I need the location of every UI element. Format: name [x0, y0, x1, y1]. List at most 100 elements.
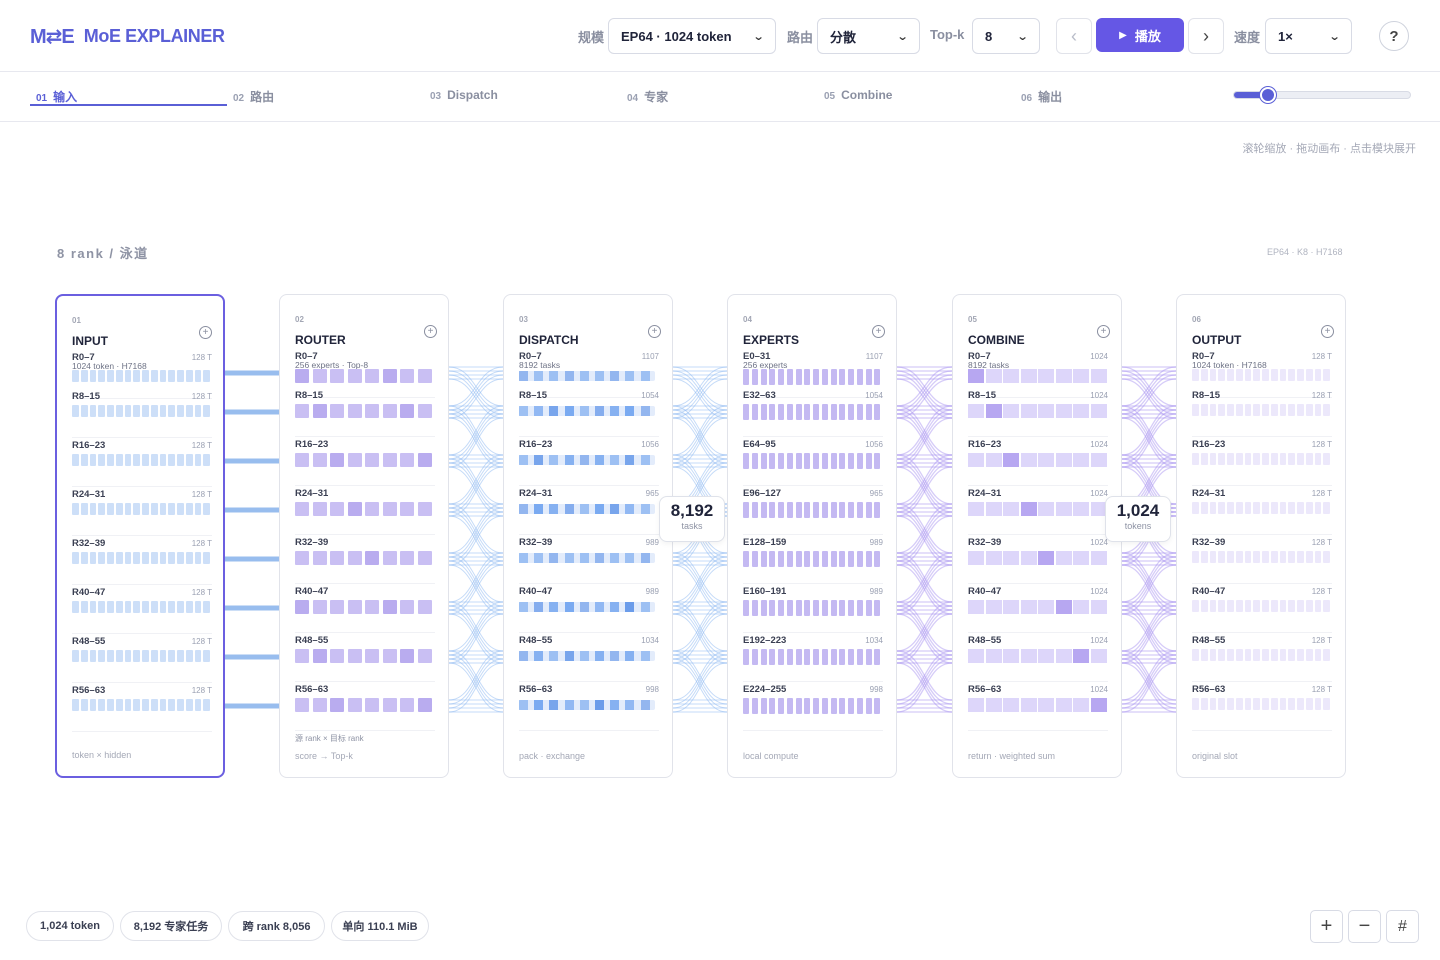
expert-slot [874, 453, 881, 469]
hidden-slice [1288, 369, 1296, 381]
help-button[interactable]: ? [1379, 21, 1409, 51]
tab-output[interactable]: 06 输出 [1021, 88, 1062, 105]
rank-row[interactable]: R16–23 128 T [1192, 437, 1332, 486]
rank-row[interactable]: R48–55 128 T [1192, 633, 1332, 682]
rank-row[interactable]: R56–63 1024 [968, 682, 1108, 731]
tab-combine[interactable]: 05 Combine [824, 88, 892, 102]
flow-line [896, 458, 953, 509]
rank-row[interactable]: R32–39 989 [519, 535, 659, 584]
timeline-slider[interactable] [1233, 87, 1411, 103]
rank-row[interactable]: R48–55 [295, 633, 435, 682]
hidden-slice [1305, 600, 1313, 612]
hidden-slice [1314, 600, 1322, 612]
stage-footer: pack · exchange [519, 751, 586, 761]
rank-row[interactable]: R24–31 965 [519, 486, 659, 535]
rank-row[interactable]: R8–15 1054 [519, 388, 659, 437]
expand-icon[interactable]: + [872, 325, 885, 338]
expand-icon[interactable]: + [1097, 325, 1110, 338]
timeline-handle[interactable] [1260, 87, 1277, 103]
rank-row[interactable]: R0–7 128 T 1024 token · H7168 [72, 350, 212, 399]
app-logo[interactable]: M⇄E MoE EXPLAINER [30, 22, 225, 50]
stage-card-input[interactable]: 01 + INPUT R0–7 128 T 1024 token · H7168 R8–15… [55, 294, 225, 778]
rank-row[interactable]: R24–31 128 T [72, 487, 212, 536]
next-step-button[interactable]: › [1188, 18, 1224, 54]
rank-row[interactable]: R24–31 [295, 486, 435, 535]
rank-row[interactable]: R56–63 128 T [72, 683, 212, 732]
stage-card-combine[interactable]: 05 + COMBINE R0–7 1024 8192 tasks R8–15 1024 R16… [952, 294, 1122, 778]
chevron-right-icon: › [1203, 25, 1209, 46]
routing-select[interactable]: 分散 ⌄ [817, 18, 920, 54]
play-button[interactable]: ▶ 播放 [1096, 18, 1184, 52]
rank-row[interactable]: E0–31 1107 256 experts [743, 349, 883, 398]
rank-row[interactable]: R48–55 1034 [519, 633, 659, 682]
stage-card-experts[interactable]: 04 + EXPERTS E0–31 1107 256 experts E32–63 1054… [727, 294, 897, 778]
tab-input[interactable]: 01 输入 [36, 88, 77, 105]
rank-row[interactable]: R32–39 [295, 535, 435, 584]
rank-row[interactable]: R8–15 1024 [968, 388, 1108, 437]
rank-row[interactable]: R56–63 128 T [1192, 682, 1332, 731]
rank-row[interactable]: E96–127 965 [743, 486, 883, 535]
hidden-slice [80, 601, 88, 613]
zoom-in-button[interactable]: + [1310, 910, 1343, 943]
hidden-slice [168, 699, 176, 711]
rank-row[interactable]: R40–47 989 [519, 584, 659, 633]
rank-row[interactable]: R32–39 128 T [72, 536, 212, 585]
rank-row[interactable]: R56–63 998 [519, 682, 659, 731]
rank-row[interactable]: R16–23 1056 [519, 437, 659, 486]
rank-row[interactable]: R8–15 128 T [72, 389, 212, 438]
rank-row[interactable]: R48–55 128 T [72, 634, 212, 683]
rank-row[interactable]: E64–95 1056 [743, 437, 883, 486]
tab-experts[interactable]: 04 专家 [627, 88, 668, 105]
expert-slot [786, 369, 793, 385]
stage-title: DISPATCH [519, 333, 579, 347]
fit-grid-button[interactable]: # [1386, 910, 1419, 943]
rank-row[interactable]: E32–63 1054 [743, 388, 883, 437]
rank-row[interactable]: R16–23 128 T [72, 438, 212, 487]
expand-icon[interactable]: + [648, 325, 661, 338]
rank-row[interactable]: R24–31 1024 [968, 486, 1108, 535]
tab-routing[interactable]: 02 路由 [233, 88, 274, 105]
rank-row[interactable]: R16–23 [295, 437, 435, 486]
rank-row[interactable]: R8–15 128 T [1192, 388, 1332, 437]
rank-row[interactable]: R0–7 256 experts · Top-8 [295, 349, 435, 398]
rank-row[interactable]: R40–47 1024 [968, 584, 1108, 633]
rank-row[interactable]: R56–63 [295, 682, 435, 731]
speed-select[interactable]: 1× ⌄ [1265, 18, 1352, 54]
rank-row[interactable]: R16–23 1024 [968, 437, 1108, 486]
expert-slot [795, 404, 802, 420]
zoom-out-button[interactable]: − [1348, 910, 1381, 943]
rank-row[interactable]: R8–15 [295, 388, 435, 437]
rank-row[interactable]: R48–55 1024 [968, 633, 1108, 682]
rank-row[interactable]: E160–191 989 [743, 584, 883, 633]
tab-dispatch[interactable]: 03 Dispatch [430, 88, 498, 102]
rank-row[interactable]: E128–159 989 [743, 535, 883, 584]
rank-row[interactable]: R0–7 1107 8192 tasks [519, 349, 659, 398]
scale-select[interactable]: EP64 · 1024 token ⌄ [608, 18, 776, 54]
rank-row[interactable]: R40–47 [295, 584, 435, 633]
rank-row[interactable]: E192–223 1034 [743, 633, 883, 682]
expand-icon[interactable]: + [424, 325, 437, 338]
route-cell [365, 502, 379, 516]
row-blocks [968, 502, 1108, 516]
topk-select[interactable]: 8 ⌄ [972, 18, 1040, 54]
stage-card-output[interactable]: 06 + OUTPUT R0–7 128 T 1024 token · H7168 R8–1… [1176, 294, 1346, 778]
route-cell [347, 698, 362, 712]
rank-row[interactable]: R24–31 128 T [1192, 486, 1332, 535]
rank-row[interactable]: E224–255 998 [743, 682, 883, 731]
rank-row[interactable]: R32–39 128 T [1192, 535, 1332, 584]
stage-card-dispatch[interactable]: 03 + DISPATCH R0–7 1107 8192 tasks R8–15 1054 R1… [503, 294, 673, 778]
hidden-slice [1253, 698, 1261, 710]
rank-row[interactable]: R40–47 128 T [1192, 584, 1332, 633]
route-cell [417, 551, 432, 565]
prev-step-button[interactable]: ‹ [1056, 18, 1092, 54]
stage-footer: original slot [1192, 751, 1238, 761]
rank-row[interactable]: R0–7 1024 8192 tasks [968, 349, 1108, 398]
expert-slot [865, 502, 872, 518]
rank-row[interactable]: R40–47 128 T [72, 585, 212, 634]
expand-icon[interactable]: + [1321, 325, 1334, 338]
rank-row[interactable]: R32–39 1024 [968, 535, 1108, 584]
expand-icon[interactable]: + [199, 326, 212, 339]
stage-card-router[interactable]: 02 + ROUTER R0–7 256 experts · Top-8 R8–15 R16… [279, 294, 449, 778]
hidden-slice [1253, 404, 1261, 416]
rank-row[interactable]: R0–7 128 T 1024 token · H7168 [1192, 349, 1332, 398]
